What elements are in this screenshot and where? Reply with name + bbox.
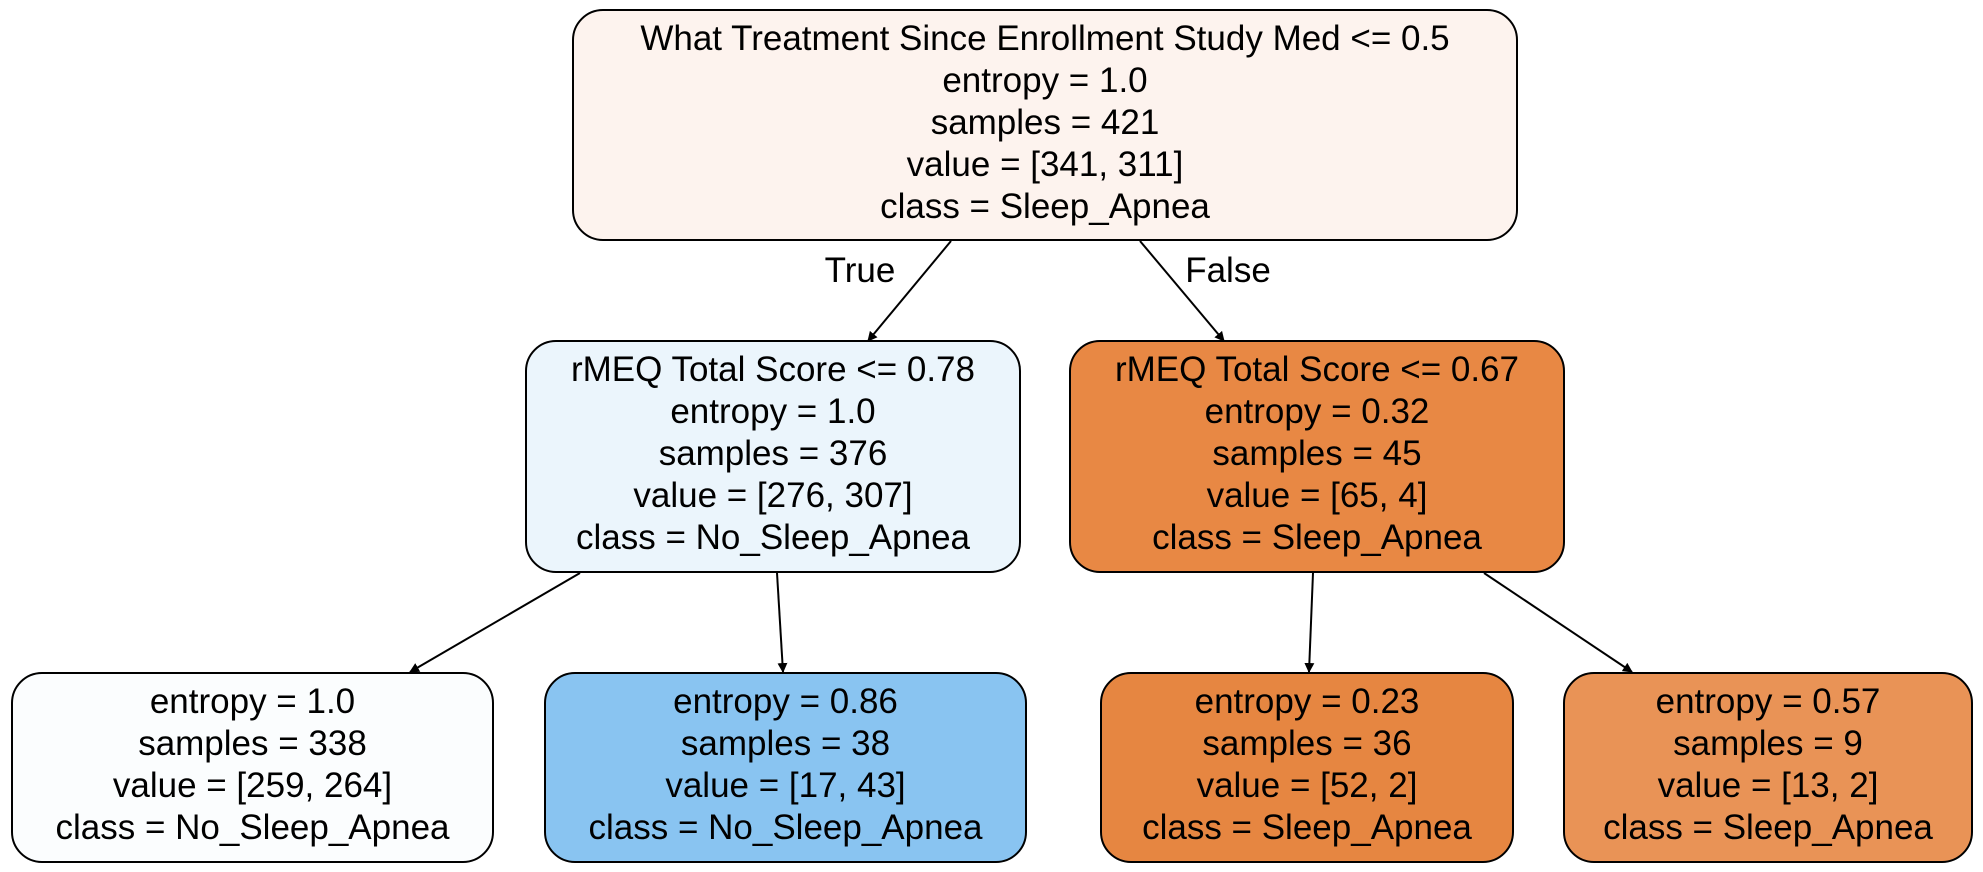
node-text-line: value = [52, 2] (1197, 766, 1418, 805)
node-box (572, 9, 1518, 241)
node-text-line: class = Sleep_Apnea (1603, 808, 1933, 847)
node-text-line: What Treatment Since Enrollment Study Me… (640, 19, 1449, 58)
edge-label-true: True (825, 251, 896, 290)
node-text-line: samples = 45 (1212, 434, 1421, 473)
node-text-line: class = Sleep_Apnea (1152, 518, 1482, 557)
node-text-line: value = [259, 264] (113, 766, 392, 805)
edges-layer: True False (409, 240, 1633, 673)
node-text-line: samples = 38 (681, 724, 890, 763)
node-text-line: entropy = 1.0 (942, 61, 1147, 100)
node-text-line: entropy = 1.0 (150, 682, 355, 721)
node-text-line: samples = 36 (1202, 724, 1411, 763)
nodes-layer: What Treatment Since Enrollment Study Me… (11, 9, 1973, 863)
edge-root-to-right (1139, 240, 1225, 342)
node-text-line: entropy = 0.57 (1656, 682, 1881, 721)
edge-right-to-right-left (1304, 572, 1315, 673)
tree-node-root: What Treatment Since Enrollment Study Me… (572, 9, 1518, 241)
node-text-line: entropy = 0.32 (1205, 392, 1430, 431)
edge-label-false: False (1185, 251, 1271, 290)
node-text-line: samples = 421 (931, 103, 1160, 142)
node-box (544, 672, 1027, 863)
node-text-line: entropy = 0.86 (673, 682, 898, 721)
edge-left-to-left-right (776, 572, 788, 673)
node-text-line: value = [341, 311] (907, 145, 1184, 184)
edge-root-to-left (867, 240, 952, 342)
node-text-line: rMEQ Total Score <= 0.67 (1115, 350, 1519, 389)
node-text-line: class = Sleep_Apnea (880, 187, 1210, 226)
node-text-line: entropy = 0.23 (1195, 682, 1420, 721)
node-text-line: rMEQ Total Score <= 0.78 (571, 350, 975, 389)
edge-right-to-right-right (1483, 572, 1633, 673)
node-box (1563, 672, 1973, 863)
node-text-line: value = [13, 2] (1658, 766, 1879, 805)
node-box (1100, 672, 1514, 863)
node-box (1069, 340, 1565, 573)
node-text-line: samples = 338 (138, 724, 367, 763)
node-text-line: entropy = 1.0 (670, 392, 875, 431)
node-box (525, 340, 1021, 573)
node-text-line: class = Sleep_Apnea (1142, 808, 1472, 847)
node-text-line: value = [65, 4] (1207, 476, 1428, 515)
node-text-line: samples = 9 (1673, 724, 1863, 763)
edge-left-to-left-left (409, 572, 581, 673)
node-text-line: class = No_Sleep_Apnea (588, 808, 983, 847)
node-text-line: class = No_Sleep_Apnea (576, 518, 971, 557)
node-text-line: value = [276, 307] (633, 476, 912, 515)
node-text-line: class = No_Sleep_Apnea (55, 808, 450, 847)
node-text-line: samples = 376 (659, 434, 888, 473)
node-text-line: value = [17, 43] (665, 766, 905, 805)
node-box (11, 672, 494, 863)
